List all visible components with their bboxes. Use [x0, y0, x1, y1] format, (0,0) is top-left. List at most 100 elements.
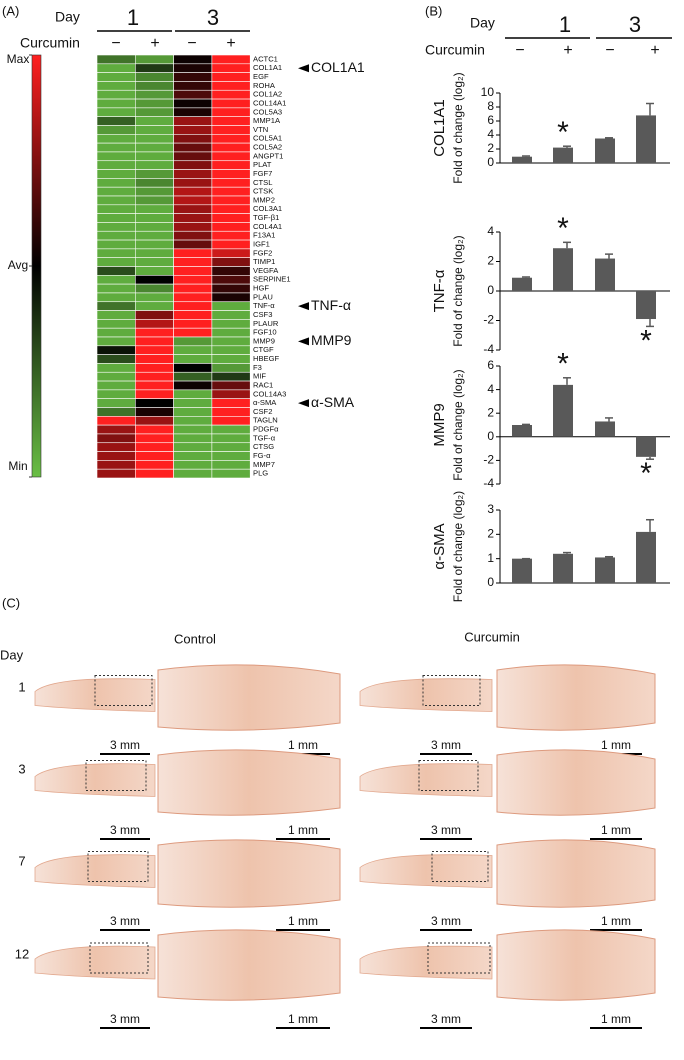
- label: 3 mm: [431, 738, 461, 752]
- label: *: [557, 348, 569, 381]
- heatmap-cell: [135, 195, 174, 206]
- heatmap-cell: [211, 266, 251, 276]
- heatmap-cell: [211, 186, 251, 197]
- label: 3 mm: [431, 823, 461, 837]
- label: CSF2: [253, 407, 272, 416]
- heatmap-cell: [211, 327, 251, 338]
- label: Min: [8, 459, 27, 473]
- heatmap-cell: [96, 460, 136, 470]
- heatmap-cell: [211, 239, 251, 250]
- label: CSF3: [253, 310, 272, 319]
- heatmap-cell: [173, 169, 213, 179]
- heatmap-cell: [173, 239, 213, 250]
- bar: [512, 425, 532, 437]
- heatmap-cell: [173, 81, 213, 91]
- bar: [595, 421, 615, 437]
- heatmap-cell: [135, 213, 174, 223]
- heatmap-cell: [96, 169, 136, 179]
- label: 0: [487, 575, 494, 589]
- heatmap-cell: [211, 275, 251, 285]
- label: 0: [487, 283, 494, 297]
- heatmap-cell: [173, 178, 213, 188]
- label: IGF1: [253, 239, 270, 248]
- heatmap-cell: [173, 283, 213, 294]
- heatmap-cell: [173, 230, 213, 241]
- heatmap-cell: [211, 54, 251, 65]
- label: Day: [55, 9, 80, 25]
- heatmap-cell: [135, 460, 174, 470]
- heatmap-cell: [96, 195, 136, 206]
- heatmap-cell: [96, 301, 136, 311]
- heatmap-cell: [135, 354, 174, 364]
- heatmap-cell: [96, 424, 136, 435]
- label: α-SMA: [431, 523, 448, 569]
- label: FG-α: [253, 451, 271, 460]
- heatmap-cell: [96, 222, 136, 232]
- heatmap-cell: [135, 407, 174, 417]
- heatmap-cell: [211, 195, 251, 206]
- label: +: [650, 42, 659, 59]
- bar: [595, 557, 615, 583]
- heatmap-cell: [211, 178, 251, 188]
- heatmap-cell: [135, 257, 174, 267]
- heatmap-cell: [96, 134, 136, 144]
- heatmap-cell: [211, 407, 251, 417]
- heatmap-cell: [173, 151, 213, 162]
- bar: [512, 156, 532, 163]
- heatmap-cell: [211, 98, 251, 109]
- heatmap-cell: [96, 345, 136, 355]
- heatmap-cell: [135, 178, 174, 188]
- bar: [636, 291, 656, 320]
- label: −: [111, 35, 120, 52]
- heatmap-cell: [173, 433, 213, 444]
- heatmap-cell: [211, 345, 251, 355]
- label: 2: [487, 527, 494, 541]
- heatmap-cell: [135, 125, 174, 135]
- label: 3 mm: [110, 738, 140, 752]
- bar: [512, 277, 532, 291]
- label: FGF10: [253, 328, 277, 337]
- label: PLAT: [253, 160, 272, 169]
- heatmap-cell: [96, 230, 136, 241]
- heatmap-cell: [211, 134, 251, 144]
- heatmap-cell: [173, 125, 213, 135]
- heatmap-cell: [173, 186, 213, 197]
- label: COL14A3: [253, 389, 286, 398]
- heatmap-cell: [96, 416, 136, 426]
- micrograph-detail: [157, 929, 341, 1001]
- heatmap-cell: [135, 433, 174, 444]
- heatmap-cell: [173, 292, 213, 303]
- heatmap-cell: [135, 371, 174, 382]
- heatmap-cell: [135, 442, 174, 452]
- heatmap-cell: [173, 72, 213, 82]
- heatmap-cell: [211, 257, 251, 267]
- label: 3 mm: [431, 1012, 461, 1026]
- heatmap-cell: [211, 72, 251, 82]
- label: −: [605, 42, 614, 59]
- label: 1 mm: [601, 1012, 631, 1026]
- heatmap-cell: [96, 310, 136, 320]
- heatmap-cell: [173, 116, 213, 126]
- bar: [553, 147, 573, 163]
- label: COL1A1: [311, 59, 365, 75]
- label: 4: [487, 382, 494, 396]
- micrograph-detail: [157, 749, 341, 816]
- heatmap-cell: [135, 81, 174, 91]
- heatmap-cell: [135, 398, 174, 408]
- inset-box: [87, 851, 149, 882]
- heatmap-cell: [96, 389, 136, 399]
- heatmap-cell: [96, 266, 136, 276]
- heatmap-cell: [135, 107, 174, 117]
- heatmap-cell: [173, 424, 213, 435]
- label: TGF-β1: [253, 213, 279, 222]
- label: −: [515, 42, 524, 59]
- label: Curcumin: [20, 35, 80, 51]
- label: 1 mm: [288, 914, 318, 928]
- heatmap-cell: [173, 468, 213, 479]
- heatmap-cell: [96, 186, 136, 197]
- bar: [636, 531, 656, 583]
- heatmap-cell: [96, 142, 136, 153]
- label: 0: [487, 429, 494, 443]
- label: 3: [207, 5, 219, 30]
